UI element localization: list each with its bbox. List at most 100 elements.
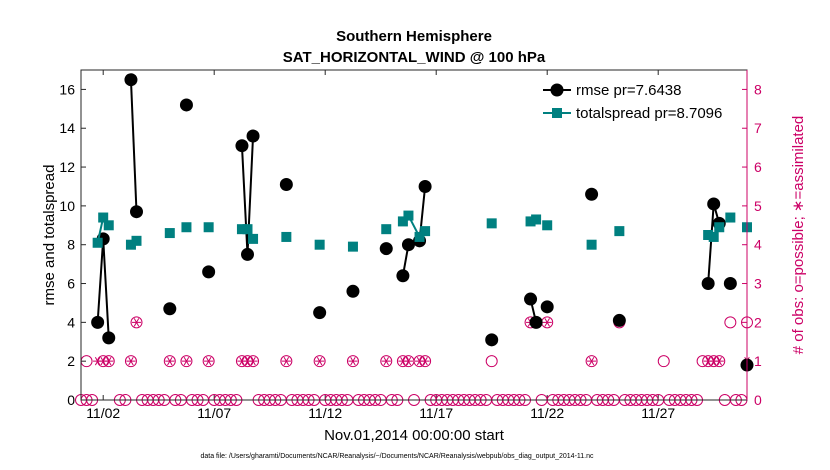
y-tick-label: 0 [67, 392, 75, 408]
subtitle: SAT_HORIZONTAL_WIND @ 100 hPa [283, 49, 546, 66]
obs-assimilated-marker [348, 356, 358, 366]
totalspread-marker [414, 231, 425, 242]
totalspread-marker [236, 224, 247, 235]
y-tick-label: 8 [67, 237, 75, 253]
rmse-marker [707, 197, 721, 211]
rmse-line [129, 79, 138, 212]
y2-tick-label: 7 [754, 120, 762, 136]
rmse-marker [241, 247, 254, 261]
legend: rmse pr=7.6438 totalspread pr=8.7096 [538, 75, 741, 127]
rmse-marker [701, 277, 715, 291]
totalspread-marker [248, 233, 259, 244]
totalspread-marker [542, 220, 553, 231]
legend-box [538, 75, 741, 127]
x-tick-label: 11/02 [86, 405, 120, 421]
rmse-marker [313, 306, 327, 320]
y-tick-label: 16 [59, 81, 75, 97]
rmse-marker [279, 178, 293, 192]
rmse-marker [396, 269, 410, 283]
rmse-marker [524, 292, 538, 306]
obs-possible-marker [280, 355, 293, 368]
totalspread-marker [381, 224, 392, 235]
y-tick-label: 4 [67, 314, 75, 330]
x-tick-label: 11/17 [419, 405, 453, 421]
obs-possible-marker [130, 316, 143, 329]
obs-possible-marker [380, 355, 393, 368]
rmse-marker [91, 315, 105, 329]
totalspread-marker [203, 222, 214, 233]
totalspread-marker [725, 212, 736, 223]
obs-possible-marker [202, 355, 215, 368]
footnote: data file: /Users/gharamti/Documents/NCA… [200, 453, 594, 460]
totalspread-marker [164, 228, 175, 239]
x-tick-label: 11/12 [308, 405, 342, 421]
obs-possible-marker [657, 355, 670, 368]
obs-possible-marker [724, 316, 737, 329]
obs-assimilated-marker [587, 356, 597, 366]
chart-title: Southern Hemisphere SAT_HORIZONTAL_WIND … [283, 28, 546, 66]
totalspread-marker [92, 237, 103, 248]
y2-tick-label: 1 [754, 353, 762, 369]
y-axis-left: 0 2 4 6 8 10 12 14 16 [59, 81, 86, 408]
rmse-marker [485, 333, 499, 347]
obs-assimilated-marker [714, 356, 724, 366]
rmse-marker [124, 73, 138, 87]
totalspread-marker [125, 239, 136, 250]
obs-assimilated-marker [181, 356, 192, 366]
y2-tick-label: 8 [754, 81, 762, 97]
obs-possible-marker [180, 355, 193, 368]
legend-marker-totalspread [552, 108, 562, 118]
y2-tick-label: 6 [754, 159, 762, 175]
rmse-marker [540, 300, 554, 314]
rmse-marker [379, 242, 393, 256]
rmse-marker [723, 277, 737, 291]
obs-assimilated-marker [281, 356, 291, 366]
rmse-marker [102, 331, 116, 345]
obs-assimilated-marker [165, 356, 175, 366]
obs-assimilated-marker [104, 356, 114, 366]
totalspread-marker [397, 216, 408, 227]
rmse-marker [401, 238, 415, 252]
totalspread-marker [131, 235, 142, 246]
x-tick-label: 11/07 [197, 405, 231, 421]
obs-assimilated-marker [420, 356, 430, 366]
rmse-marker [246, 129, 260, 143]
x-tick-label: 11/27 [641, 405, 675, 421]
legend-marker-rmse [550, 83, 564, 97]
x-axis: 11/02 11/07 11/12 11/17 11/22 11/27 [86, 70, 675, 421]
obs-assimilated-marker [204, 356, 214, 366]
totalspread-marker [714, 222, 725, 233]
rmse-marker [179, 98, 193, 112]
totalspread-marker [486, 218, 497, 229]
rmse-marker [235, 139, 249, 153]
legend-label-rmse: rmse pr=7.6438 [576, 82, 681, 99]
obs-possible-marker [585, 355, 598, 368]
rmse-marker [418, 179, 432, 193]
totalspread-marker [347, 241, 358, 252]
rmse-marker [612, 313, 626, 327]
totalspread-marker [103, 220, 114, 231]
rmse-marker [529, 315, 543, 329]
y-tick-label: 12 [59, 159, 75, 175]
y2-tick-label: 3 [754, 276, 762, 292]
rmse-marker [346, 284, 360, 298]
obs-count-layer [75, 316, 753, 406]
obs-possible-marker [313, 355, 326, 368]
obs-possible-marker [124, 355, 137, 368]
y-axis-right: 0 1 2 3 4 5 6 7 8 [742, 81, 762, 408]
totalspread-marker [420, 226, 431, 237]
x-tick-label: 11/22 [530, 405, 564, 421]
obs-assimilated-marker [248, 356, 258, 366]
y2-tick-label: 4 [754, 237, 762, 253]
totalspread-marker [403, 210, 414, 221]
obs-assimilated-marker [131, 318, 142, 327]
obs-assimilated-marker [315, 356, 325, 366]
obs-possible-marker [163, 355, 176, 368]
totalspread-marker [614, 226, 625, 237]
totalspread-marker [181, 222, 192, 233]
obs-possible-marker [346, 355, 359, 368]
title: Southern Hemisphere [336, 28, 492, 45]
x-axis-label: Nov.01,2014 00:00:00 start [324, 427, 505, 444]
totalspread-marker [586, 239, 597, 250]
